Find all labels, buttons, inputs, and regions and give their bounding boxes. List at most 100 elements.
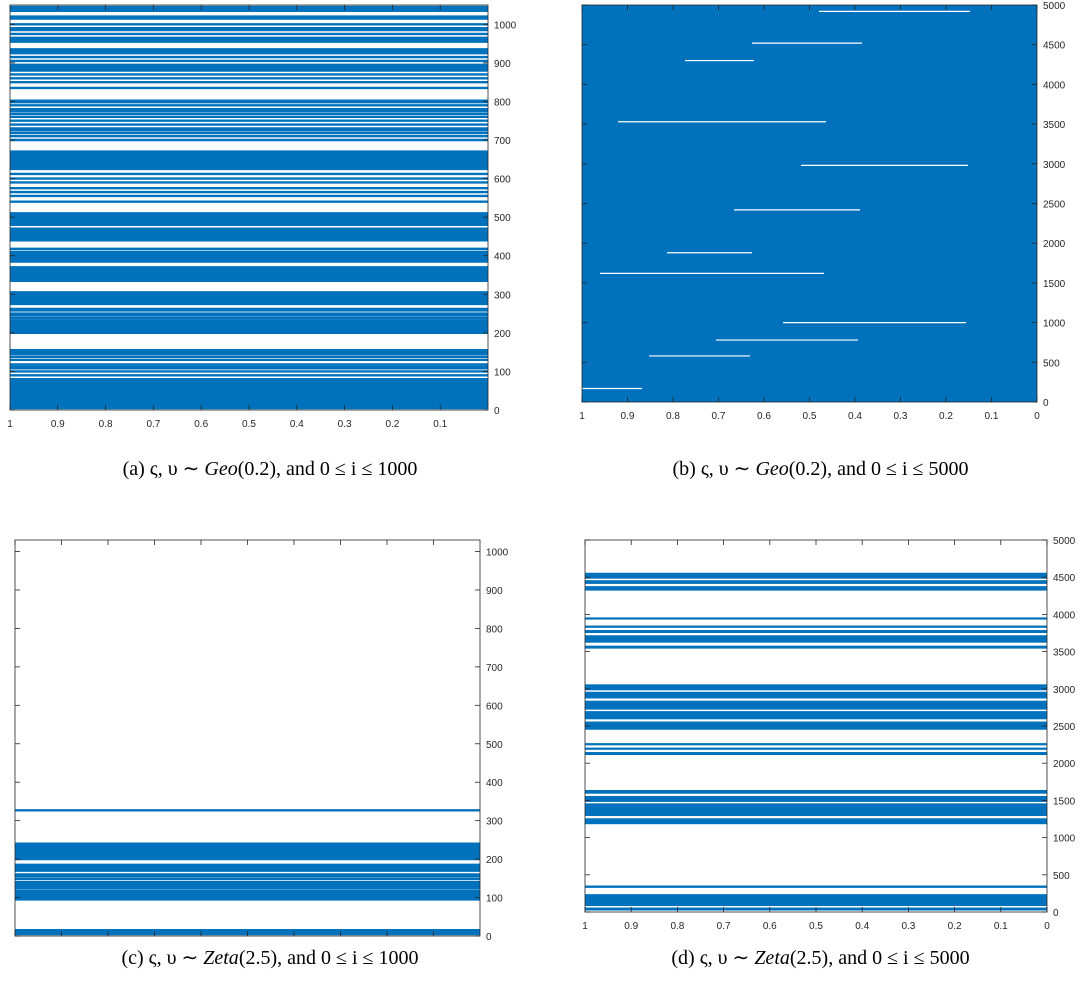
data-band xyxy=(585,743,1047,746)
y-tick-label: 100 xyxy=(494,367,511,378)
x-tick-label: 1 xyxy=(7,419,13,430)
data-band xyxy=(585,789,1047,794)
x-tick-label: 0.8 xyxy=(670,921,684,932)
plot-area xyxy=(10,5,488,410)
y-tick-label: 200 xyxy=(494,329,511,340)
x-tick-label: 0.2 xyxy=(385,419,399,430)
caption-a: (a) ς, υ ∼ Geo(0.2), and 0 ≤ i ≤ 1000 xyxy=(122,458,418,480)
x-tick-label: 0.9 xyxy=(621,411,635,422)
y-tick-label: 400 xyxy=(494,252,511,263)
y-tick-label: 700 xyxy=(486,663,503,674)
y-tick-label: 300 xyxy=(494,290,511,301)
y-tick-label: 1500 xyxy=(1053,796,1076,807)
y-tick-label: 500 xyxy=(1053,871,1070,882)
x-tick-label: 0.1 xyxy=(985,411,999,422)
y-tick-label: 200 xyxy=(486,855,503,866)
x-tick-label: 0.5 xyxy=(809,921,823,932)
x-tick-label: 0.1 xyxy=(433,419,447,430)
chart-b: 1 0.9 0.8 0.7 0.6 0.5 0.4 0.3 0.2 0.1 00 500 1000 150… xyxy=(579,1,1066,422)
y-tick-label: 500 xyxy=(494,213,511,224)
x-tick-label: 0.4 xyxy=(848,411,862,422)
data-band xyxy=(585,684,1047,691)
x-tick-label: 0.4 xyxy=(290,419,304,430)
x-tick-label: 0.5 xyxy=(803,411,817,422)
data-band xyxy=(585,747,1047,750)
x-tick-label: 0.2 xyxy=(939,411,953,422)
x-tick-label: 0.8 xyxy=(666,411,680,422)
x-tick-label: 0.6 xyxy=(763,921,777,932)
data-band xyxy=(585,803,1047,817)
data-band xyxy=(585,617,1047,620)
y-tick-label: 0 xyxy=(1043,398,1049,409)
y-tick-label: 0 xyxy=(486,932,492,943)
x-tick-label: 0.5 xyxy=(242,419,256,430)
y-tick-label: 600 xyxy=(494,175,511,186)
y-tick-label: 700 xyxy=(494,136,511,147)
x-tick-label: 0.1 xyxy=(994,921,1008,932)
data-band xyxy=(585,572,1047,579)
x-tick-label: 0 xyxy=(1034,411,1040,422)
y-tick-label: 5000 xyxy=(1043,1,1066,12)
data-band xyxy=(585,721,1047,730)
chart-d: 1 0.9 0.8 0.7 0.6 0.5 0.4 0.3 0.2 0.1 00 500 1000 150… xyxy=(582,536,1076,932)
data-band xyxy=(585,645,1047,649)
data-band xyxy=(585,711,1047,720)
y-tick-label: 0 xyxy=(494,406,500,417)
y-tick-label: 500 xyxy=(1043,358,1060,369)
y-tick-label: 3500 xyxy=(1043,120,1066,131)
y-tick-label: 2500 xyxy=(1043,200,1066,211)
y-tick-label: 0 xyxy=(1053,908,1059,919)
caption-b: (b) ς, υ ∼ Geo(0.2), and 0 ≤ i ≤ 5000 xyxy=(672,458,969,480)
y-tick-label: 1000 xyxy=(1053,834,1076,845)
y-tick-label: 400 xyxy=(486,778,503,789)
x-tick-label: 0.3 xyxy=(901,921,915,932)
y-tick-label: 800 xyxy=(494,97,511,108)
chart-c: 10.90.80.70.60.50.40.30.20.1010020030040… xyxy=(14,539,509,943)
y-tick-label: 100 xyxy=(486,894,503,905)
data-band xyxy=(585,818,1047,825)
data-band xyxy=(585,691,1047,699)
y-tick-label: 800 xyxy=(486,624,503,635)
x-tick-label: 0.9 xyxy=(51,419,65,430)
data-band xyxy=(585,795,1047,802)
x-tick-label: 0 xyxy=(1044,921,1050,932)
data-band xyxy=(585,894,1047,907)
y-tick-label: 600 xyxy=(486,701,503,712)
data-band xyxy=(585,625,1047,628)
x-tick-label: 1 xyxy=(579,411,585,422)
y-tick-label: 1000 xyxy=(1043,319,1066,330)
x-tick-label: 0.9 xyxy=(624,921,638,932)
y-tick-label: 3000 xyxy=(1043,160,1066,171)
data-band xyxy=(585,580,1047,584)
data-band xyxy=(585,700,1047,710)
y-tick-label: 1500 xyxy=(1043,279,1066,290)
y-tick-label: 900 xyxy=(486,586,503,597)
x-tick-label: 1 xyxy=(582,921,588,932)
y-tick-label: 2000 xyxy=(1043,239,1066,250)
x-tick-label: 0.3 xyxy=(894,411,908,422)
y-tick-label: 900 xyxy=(494,59,511,70)
caption-c: (c) ς, υ ∼ Zeta(2.5), and 0 ≤ i ≤ 1000 xyxy=(121,947,419,969)
x-tick-label: 0.6 xyxy=(194,419,208,430)
data-band xyxy=(585,630,1047,633)
y-tick-label: 4000 xyxy=(1053,610,1076,621)
y-tick-label: 1000 xyxy=(494,20,517,31)
x-tick-label: 0.7 xyxy=(712,411,726,422)
data-band xyxy=(585,635,1047,643)
x-tick-label: 0.2 xyxy=(948,921,962,932)
y-tick-label: 4500 xyxy=(1053,573,1076,584)
data-area xyxy=(582,5,1037,402)
y-tick-label: 3500 xyxy=(1053,648,1076,659)
x-tick-label: 0.3 xyxy=(338,419,352,430)
y-tick-label: 2000 xyxy=(1053,759,1076,770)
caption-d: (d) ς, υ ∼ Zeta(2.5), and 0 ≤ i ≤ 5000 xyxy=(671,947,970,969)
y-tick-label: 2500 xyxy=(1053,722,1076,733)
x-tick-label: 0.7 xyxy=(146,419,160,430)
x-tick-label: 0.4 xyxy=(855,921,869,932)
x-tick-label: 0.6 xyxy=(757,411,771,422)
y-tick-label: 300 xyxy=(486,817,503,828)
chart-a: 1 0.9 0.8 0.7 0.6 0.5 0.4 0.3 0.2 0.1 0 100 200 300 40… xyxy=(7,4,517,430)
x-tick-label: 0.7 xyxy=(717,921,731,932)
y-tick-label: 4500 xyxy=(1043,41,1066,52)
data-band xyxy=(585,586,1047,591)
